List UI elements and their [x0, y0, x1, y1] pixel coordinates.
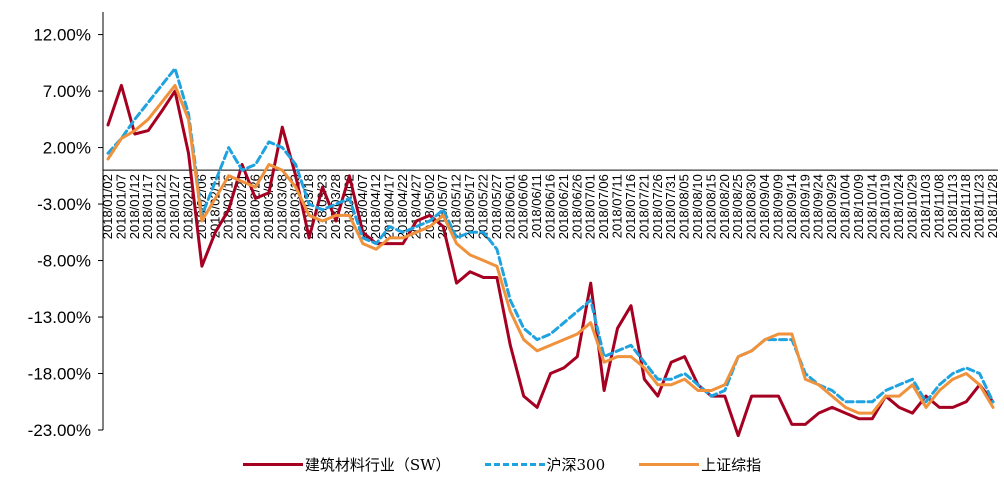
series-line-0	[108, 85, 993, 435]
legend-item-building-materials: 建筑材料行业（SW）	[243, 454, 451, 475]
y-axis-tick-labels: 12.00% 7.00% 2.00% -3.00% -8.00% -13.00% -18.0…	[28, 26, 91, 440]
legend-swatch-sse-composite	[639, 463, 699, 466]
series-lines	[108, 69, 993, 436]
legend-label-sse-composite: 上证综指	[701, 454, 761, 475]
line-chart: 12.00% 7.00% 2.00% -3.00% -8.00% -13.00% -18.0…	[0, 0, 1004, 450]
legend-item-sse-composite: 上证综指	[639, 454, 761, 475]
x-tick-label: 2018/11/28	[985, 174, 1000, 238]
legend-label-building-materials: 建筑材料行业（SW）	[305, 454, 451, 475]
y-tick-label: -23.00%	[28, 421, 91, 440]
legend-label-csi300: 沪深300	[547, 454, 606, 475]
series-line-2	[108, 85, 993, 413]
y-tick-label: -8.00%	[37, 252, 91, 271]
legend-swatch-csi300	[485, 463, 545, 466]
y-tick-label: -18.00%	[28, 365, 91, 384]
y-tick-label: 12.00%	[33, 26, 91, 45]
legend: 建筑材料行业（SW） 沪深300 上证综指	[0, 450, 1004, 478]
y-tick-label: -13.00%	[28, 308, 91, 327]
y-tick-label: 7.00%	[43, 82, 91, 101]
legend-item-csi300: 沪深300	[485, 454, 606, 475]
y-tick-label: 2.00%	[43, 139, 91, 158]
y-tick-label: -3.00%	[37, 195, 91, 214]
legend-swatch-building-materials	[243, 463, 303, 466]
